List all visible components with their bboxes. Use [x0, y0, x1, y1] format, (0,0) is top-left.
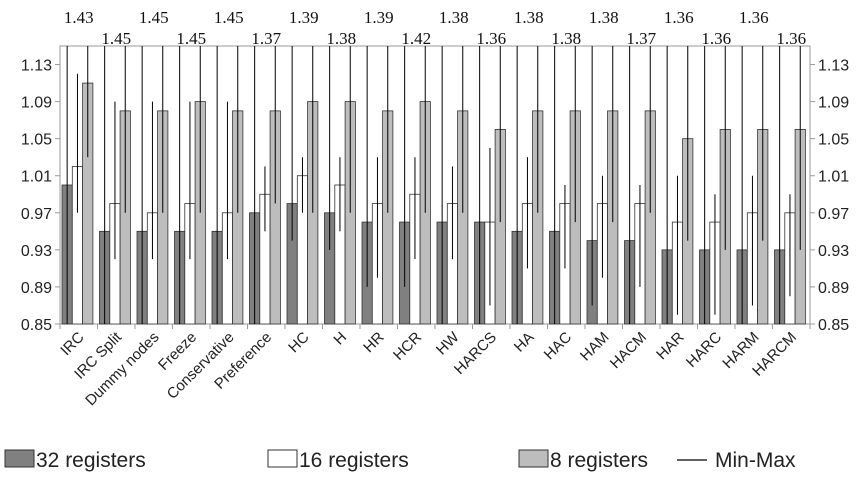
y-tick-label-right: 1.01	[818, 169, 849, 186]
category-label: HARCS	[451, 329, 500, 378]
max-value-label: 1.45	[176, 29, 206, 48]
y-tick-label-left: 1.05	[21, 132, 52, 149]
max-value-label: 1.36	[701, 29, 731, 48]
max-value-label: 1.38	[439, 8, 469, 27]
legend-swatch	[4, 449, 35, 468]
category-label: HARC	[683, 329, 725, 371]
y-tick-label-left: 0.97	[21, 206, 52, 223]
max-value-label: 1.38	[326, 29, 356, 48]
y-tick-label-left: 1.01	[21, 169, 52, 186]
category-label: HA	[511, 329, 538, 356]
y-tick-label-left: 0.89	[21, 280, 52, 297]
legend-label: 8 registers	[550, 449, 648, 472]
max-value-label: 1.38	[551, 29, 581, 48]
max-value-label: 1.36	[739, 8, 769, 27]
legend-label: 16 registers	[299, 449, 409, 472]
legend-swatch	[518, 449, 549, 468]
max-value-label: 1.45	[139, 8, 169, 27]
plot-frame	[59, 45, 811, 325]
y-tick-label-right: 1.09	[818, 95, 849, 112]
max-value-label: 1.39	[289, 8, 319, 27]
max-value-label: 1.45	[101, 29, 131, 48]
legend-swatch	[267, 449, 298, 468]
legend-label: Min-Max	[715, 449, 796, 472]
y-tick-label-left: 1.13	[21, 58, 52, 75]
y-tick-label-right: 0.93	[818, 243, 849, 260]
plot-area: 0.85 0.85 0.89 0.89 0.93 0.93 0.97 0.97 1.01 1.01…	[21, 8, 849, 409]
category-label: HCR	[390, 329, 425, 364]
max-value-label: 1.36	[776, 29, 806, 48]
max-value-label: 1.36	[664, 8, 694, 27]
max-value-label: 1.42	[401, 29, 431, 48]
category-label: HR	[360, 329, 387, 356]
category-label: HAC	[541, 329, 576, 364]
y-tick-label-right: 0.89	[818, 280, 849, 297]
y-tick-label-right: 0.85	[818, 317, 849, 334]
category-label: HC	[285, 329, 312, 356]
max-value-label: 1.45	[214, 8, 244, 27]
category-label: HW	[433, 328, 463, 358]
y-tick-label-left: 0.85	[21, 317, 52, 334]
max-value-label: 1.39	[364, 8, 394, 27]
category-label: IRC	[57, 329, 87, 359]
y-tick-label-right: 1.13	[818, 58, 849, 75]
max-value-label: 1.38	[514, 8, 544, 27]
category-label: H	[330, 329, 350, 349]
y-tick-label-left: 0.93	[21, 243, 52, 260]
max-value-label: 1.37	[626, 29, 656, 48]
legend-label: 32 registers	[36, 449, 146, 472]
legend: 32 registers 16 registers 8 registers Min-M…	[4, 449, 796, 472]
max-value-label: 1.37	[251, 29, 281, 48]
y-tick-label-right: 0.97	[818, 206, 849, 223]
y-tick-label-left: 1.09	[21, 95, 52, 112]
max-value-label: 1.43	[64, 8, 94, 27]
max-value-label: 1.36	[476, 29, 506, 48]
category-label: HACM	[607, 329, 650, 372]
y-tick-label-right: 1.05	[818, 132, 849, 149]
max-value-label: 1.38	[589, 8, 619, 27]
